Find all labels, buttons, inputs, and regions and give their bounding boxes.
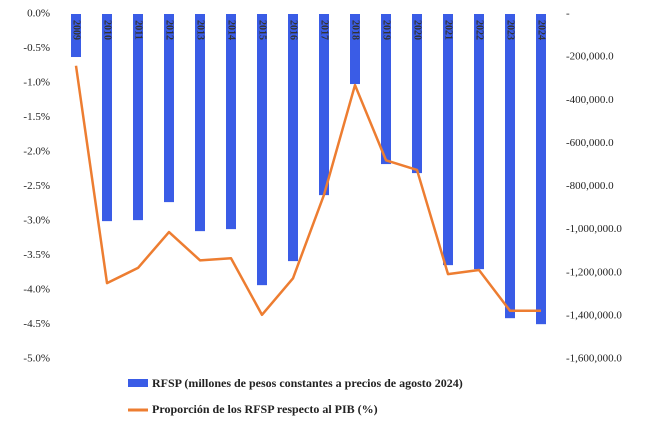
y-tick-label: -2.5% bbox=[23, 180, 50, 192]
bar bbox=[102, 14, 112, 222]
y-tick-label: -2.0% bbox=[23, 146, 50, 158]
x-tick-label: 2021 bbox=[443, 20, 454, 40]
y2-tick-label: -400,000.0 bbox=[566, 94, 614, 106]
y-tick-label: -4.0% bbox=[23, 284, 50, 296]
y-tick-label: -3.0% bbox=[23, 215, 50, 227]
bar bbox=[133, 14, 143, 221]
x-tick-label: 2020 bbox=[412, 20, 423, 40]
x-tick-label: 2014 bbox=[226, 20, 237, 40]
legend-swatch-bar bbox=[128, 379, 148, 387]
bar bbox=[288, 14, 298, 262]
y2-tick-label: -1,000,000.0 bbox=[566, 223, 622, 235]
x-tick-label: 2013 bbox=[195, 20, 206, 40]
y2-tick-label: -600,000.0 bbox=[566, 137, 614, 149]
legend-label: Proporción de los RFSP respecto al PIB (… bbox=[152, 402, 378, 416]
y2-tick-label: - bbox=[566, 8, 570, 20]
y-tick-label: -0.5% bbox=[23, 42, 50, 54]
x-tick-label: 2019 bbox=[381, 20, 392, 40]
bar bbox=[71, 14, 81, 58]
bar bbox=[257, 14, 267, 286]
x-tick-label: 2016 bbox=[288, 20, 299, 40]
bar bbox=[319, 14, 329, 196]
bar bbox=[164, 14, 174, 203]
y2-tick-label: -1,600,000.0 bbox=[566, 353, 622, 365]
bar bbox=[412, 14, 422, 174]
bar bbox=[474, 14, 484, 270]
bar bbox=[505, 14, 515, 319]
bar bbox=[381, 14, 391, 165]
bar bbox=[536, 14, 546, 325]
x-tick-label: 2009 bbox=[71, 20, 82, 40]
x-tick-label: 2022 bbox=[474, 20, 485, 40]
bar bbox=[443, 14, 453, 266]
x-tick-label: 2018 bbox=[350, 20, 361, 40]
x-tick-label: 2011 bbox=[133, 20, 144, 39]
x-tick-label: 2017 bbox=[319, 20, 330, 40]
y-tick-label: -1.5% bbox=[23, 111, 50, 123]
y2-tick-label: -200,000.0 bbox=[566, 51, 614, 63]
y-tick-label: -5.0% bbox=[23, 353, 50, 365]
y2-tick-label: -1,200,000.0 bbox=[566, 266, 622, 278]
x-tick-label: 2023 bbox=[505, 20, 516, 40]
y2-tick-label: -800,000.0 bbox=[566, 180, 614, 192]
y-tick-label: -4.5% bbox=[23, 318, 50, 330]
bar bbox=[350, 14, 360, 85]
x-tick-label: 2012 bbox=[164, 20, 175, 40]
x-tick-label: 2024 bbox=[536, 20, 547, 40]
y2-tick-label: -1,400,000.0 bbox=[566, 309, 622, 321]
y-tick-label: 0.0% bbox=[27, 8, 50, 20]
bar bbox=[226, 14, 236, 230]
legend-label: RFSP (millones de pesos constantes a pre… bbox=[152, 376, 463, 390]
line bbox=[74, 65, 541, 317]
x-tick-label: 2010 bbox=[102, 20, 113, 40]
bar bbox=[195, 14, 205, 232]
x-tick-label: 2015 bbox=[257, 20, 268, 40]
y-tick-label: -3.5% bbox=[23, 249, 50, 261]
y-tick-label: -1.0% bbox=[23, 77, 50, 89]
